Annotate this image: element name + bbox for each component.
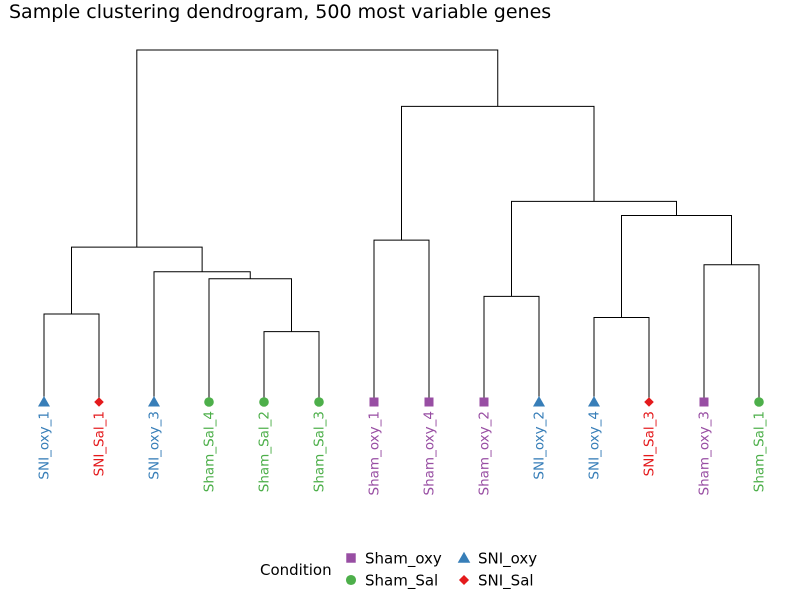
leaf-label-SNI_Sal_1: SNI_Sal_1 [92, 411, 108, 476]
leaf-label-SNI_Sal_3: SNI_Sal_3 [642, 411, 658, 476]
leaf-marker-SNI_Sal_1 [94, 397, 104, 407]
leaf-marker-SNI_Sal_3 [644, 397, 654, 407]
branch-11 [401, 105, 595, 241]
leaf-marker-SNI_oxy_2 [533, 396, 545, 407]
leaf-marker-Sham_Sal_1 [754, 397, 764, 407]
leaf-marker-Sham_oxy_1 [369, 397, 379, 407]
branch-6 [483, 295, 540, 402]
leaf-marker-Sham_oxy_3 [699, 397, 709, 407]
leaf-label-Sham_oxy_4: Sham_oxy_4 [422, 411, 438, 495]
leaf-marker-SNI_oxy_1 [38, 396, 50, 407]
leaf-label-SNI_oxy_3: SNI_oxy_3 [147, 411, 163, 480]
branch-2 [208, 278, 292, 402]
branch-1 [263, 331, 320, 402]
branch-0 [43, 313, 100, 402]
legend-label-Sham_Sal: Sham_Sal [365, 572, 438, 591]
branch-4 [71, 246, 203, 314]
legend: Condition Sham_oxy Sham_Sal SNI_oxy SNI_Sal [260, 550, 537, 591]
legend-marker-Sham_Sal [345, 574, 357, 586]
leaf-label-Sham_Sal_1: Sham_Sal_1 [752, 411, 768, 492]
branch-5 [373, 239, 430, 402]
legend-title: Condition [260, 561, 332, 579]
leaf-label-Sham_Sal_2: Sham_Sal_2 [257, 411, 273, 492]
leaf-label-Sham_oxy_3: Sham_oxy_3 [697, 411, 713, 495]
leaf-label-SNI_oxy_1: SNI_oxy_1 [37, 411, 53, 480]
leaf-markers [38, 396, 764, 407]
legend-marker-Sham_oxy [346, 553, 356, 563]
branch-7 [593, 317, 650, 402]
legend-label-Sham_oxy: Sham_oxy [365, 550, 442, 569]
leaf-label-Sham_Sal_3: Sham_Sal_3 [312, 411, 328, 492]
leaf-marker-SNI_oxy_3 [148, 396, 160, 407]
dendrogram-branches [43, 49, 760, 402]
leaf-marker-Sham_oxy_2 [479, 397, 489, 407]
branch-12 [136, 49, 499, 248]
legend-label-SNI_Sal: SNI_Sal [478, 572, 534, 591]
legend-label-SNI_oxy: SNI_oxy [478, 550, 537, 569]
chart-title: Sample clustering dendrogram, 500 most v… [9, 1, 552, 23]
branch-9 [621, 214, 732, 318]
branch-3 [153, 271, 251, 402]
leaf-marker-Sham_Sal_4 [204, 397, 214, 407]
leaf-marker-SNI_oxy_4 [588, 396, 600, 407]
leaf-label-Sham_oxy_1: Sham_oxy_1 [367, 411, 383, 495]
leaf-labels: SNI_oxy_1 SNI_Sal_1 SNI_oxy_3 Sham_Sal_4 Sha… [37, 411, 768, 495]
leaf-label-SNI_oxy_2: SNI_oxy_2 [532, 411, 548, 480]
branch-8 [703, 264, 760, 402]
legend-marker-SNI_Sal [458, 574, 470, 586]
leaf-label-Sham_Sal_4: Sham_Sal_4 [202, 411, 218, 492]
leaf-label-Sham_oxy_2: Sham_oxy_2 [477, 411, 493, 495]
leaf-label-SNI_oxy_4: SNI_oxy_4 [587, 411, 603, 480]
leaf-marker-Sham_Sal_2 [259, 397, 269, 407]
leaf-marker-Sham_oxy_4 [424, 397, 434, 407]
legend-marker-SNI_oxy [457, 551, 471, 563]
leaf-marker-Sham_Sal_3 [314, 397, 324, 407]
